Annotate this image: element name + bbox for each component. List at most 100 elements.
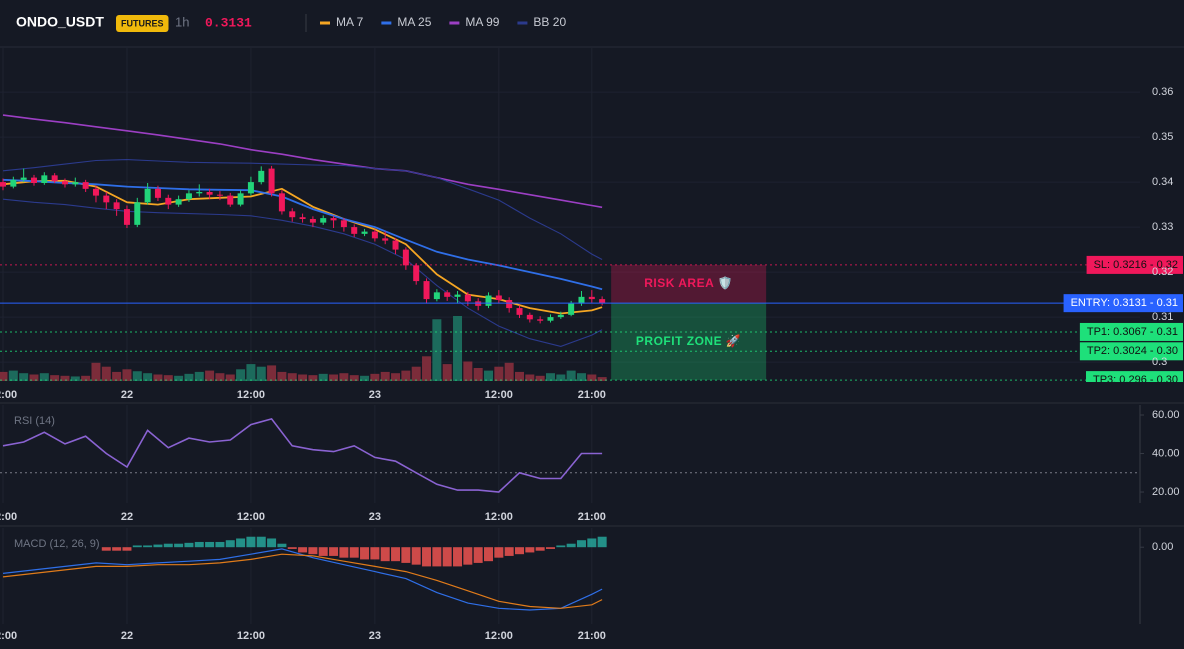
volume-bar — [29, 374, 39, 381]
x-tick-label: 12:00 — [485, 389, 513, 401]
x-tick-label: 12:00 — [485, 511, 513, 523]
ma-line — [2, 178, 603, 291]
candle-body — [495, 295, 502, 300]
volume-bar — [112, 371, 122, 381]
volume-bar — [597, 377, 607, 381]
level-label: SL: 0.3216 - 0.32 — [1094, 259, 1178, 271]
candle-body — [0, 182, 6, 187]
histogram-bar — [473, 547, 483, 563]
volume-bar — [19, 373, 29, 381]
candle-body — [526, 314, 533, 320]
volume-bar — [225, 374, 235, 381]
legend: MA 7 MA 25 MA 99 BB 20 — [320, 15, 566, 29]
volume-bar — [70, 376, 80, 381]
candle-body — [289, 211, 296, 218]
volume-bar — [91, 362, 101, 381]
volume-bar — [360, 375, 370, 381]
volume-bar — [267, 365, 277, 381]
volume-bar — [556, 374, 566, 381]
volume-bar — [432, 319, 442, 381]
histogram-bar — [525, 547, 535, 553]
rsi-line — [2, 417, 603, 493]
histogram-bar — [556, 545, 566, 548]
level-label: ENTRY: 0.3131 - 0.31 — [1071, 297, 1178, 309]
badge-background — [116, 15, 169, 32]
legend-label: MA 99 — [465, 15, 499, 29]
y-tick-label: 0.31 — [1152, 311, 1173, 323]
candle-body — [402, 249, 409, 266]
histogram-bar — [494, 547, 504, 558]
volume-bar — [463, 361, 473, 381]
histogram-bar — [484, 547, 494, 562]
histogram-bar — [225, 540, 235, 548]
legend-label: BB 20 — [533, 15, 566, 29]
x-tick-label: 12:00 — [0, 630, 17, 642]
candle-body — [216, 194, 223, 196]
candle-body — [423, 281, 430, 300]
candle-body — [485, 295, 492, 306]
candle-body — [557, 314, 564, 318]
histogram-bar — [329, 547, 339, 556]
histogram-bar — [453, 547, 463, 567]
candle-body — [123, 209, 130, 225]
volume-bar — [163, 375, 173, 381]
histogram-bar — [339, 547, 349, 558]
histogram-bar — [246, 536, 256, 548]
level-label: TP3: 0.296 - 0.30 — [1093, 374, 1178, 386]
volume-bar — [545, 373, 555, 381]
volume-bar — [494, 366, 504, 381]
x-tick-label: 23 — [369, 630, 381, 642]
volume-bar — [318, 373, 328, 381]
histogram-bar — [236, 538, 246, 548]
histogram-bar — [545, 547, 555, 549]
x-tick-label: 12:00 — [485, 630, 513, 642]
y-tick-label: 0.35 — [1152, 131, 1173, 143]
histogram-bar — [597, 536, 607, 548]
candle-body — [185, 193, 192, 200]
level-label: TP2: 0.3024 - 0.30 — [1087, 345, 1178, 357]
candle-body — [41, 175, 48, 183]
candle-body — [72, 182, 79, 185]
candle-body — [506, 300, 513, 309]
x-tick-label: 22 — [121, 630, 133, 642]
volume-bar — [308, 375, 318, 381]
volume-bar — [422, 356, 432, 381]
candle-body — [227, 195, 234, 205]
histogram-bar — [308, 547, 318, 555]
candle-body — [165, 197, 172, 205]
histogram-bar — [101, 547, 111, 551]
ma-line — [2, 114, 603, 209]
legend-label: MA 25 — [397, 15, 431, 29]
symbol: ONDO_USDT — [16, 14, 104, 30]
histogram-bar — [256, 536, 266, 548]
y-tick-label: 0.00 — [1152, 541, 1173, 553]
timeframe: 1h — [175, 14, 189, 29]
histogram-bar — [401, 547, 411, 563]
histogram-bar — [298, 547, 308, 553]
candle-body — [320, 218, 327, 223]
bb-upper — [2, 159, 603, 260]
histogram-bar — [215, 541, 225, 548]
candle-body — [175, 199, 182, 205]
volume-bar — [298, 374, 308, 381]
histogram-bar — [370, 547, 380, 560]
level-label: TP1: 0.3067 - 0.31 — [1087, 326, 1178, 338]
histogram-bar — [349, 547, 359, 558]
y-tick-label: 0.3 — [1152, 356, 1167, 368]
candle-body — [196, 192, 203, 194]
histogram-bar — [587, 538, 597, 548]
candle-body — [382, 238, 389, 241]
panel-title: RSI (14) — [14, 415, 55, 427]
candle-body — [578, 296, 585, 304]
candle-body — [92, 188, 99, 196]
candle-body — [330, 218, 337, 221]
y-tick-label: 0.33 — [1152, 221, 1173, 233]
volume-bar — [122, 369, 132, 381]
x-tick-label: 12:00 — [237, 389, 265, 401]
x-tick-label: 21:00 — [578, 630, 606, 642]
histogram-bar — [153, 544, 163, 548]
volume-bar — [329, 374, 339, 381]
candle-body — [61, 181, 68, 185]
histogram-bar — [112, 547, 122, 551]
